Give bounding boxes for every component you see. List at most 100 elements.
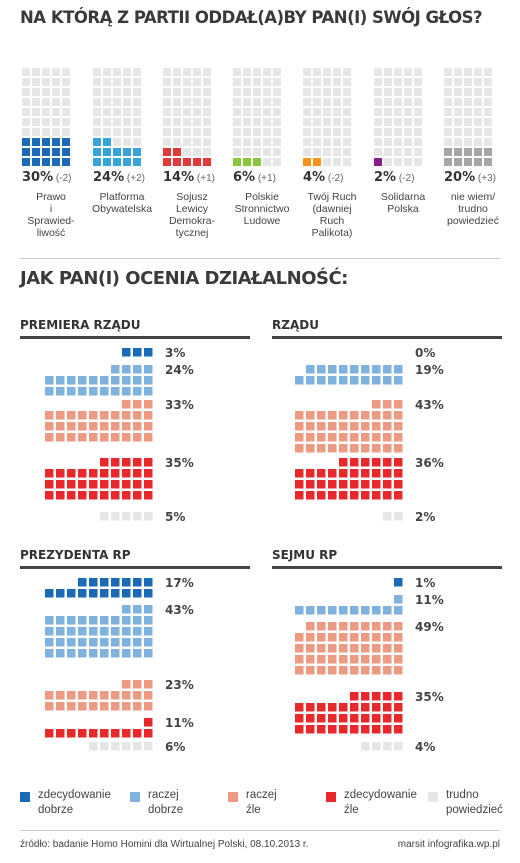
waffle-cell-empty: [22, 128, 30, 136]
waffle-cell-empty: [233, 68, 241, 76]
waffle-cell-empty: [313, 78, 321, 86]
waffle-cell-empty: [32, 128, 40, 136]
waffle-cell-empty: [484, 98, 492, 106]
waffle-cell-empty: [52, 98, 60, 106]
waffle-cell-empty: [484, 68, 492, 76]
party-label-6: 2% (-2) Solidarna Polska: [374, 170, 444, 215]
waffle-cell: [350, 666, 359, 675]
waffle-cell-filled: [52, 158, 60, 166]
waffle-cell-empty: [93, 98, 101, 106]
waffle-cell: [133, 348, 142, 357]
waffle-cell: [45, 729, 54, 738]
waffle-cell-empty: [233, 128, 241, 136]
waffle-cell-empty: [464, 138, 472, 146]
waffle-cell-empty: [474, 68, 482, 76]
waffle-cell-empty: [163, 108, 171, 116]
waffle-cell-empty: [183, 78, 191, 86]
waffle-cell-empty: [333, 88, 341, 96]
waffle-cell: [317, 622, 326, 631]
waffle-cell: [394, 714, 403, 723]
waffle-cell-empty: [313, 138, 321, 146]
waffle-cell: [339, 703, 348, 712]
rating-bar-1: [122, 348, 153, 357]
waffle-cell-empty: [273, 68, 281, 76]
waffle-cell: [100, 433, 109, 442]
waffle-cell: [339, 622, 348, 631]
waffle-cell-empty: [233, 88, 241, 96]
waffle-cell: [306, 376, 315, 385]
waffle-cell-empty: [62, 78, 70, 86]
waffle-cell: [122, 433, 131, 442]
waffle-cell-empty: [343, 158, 351, 166]
legend-swatch: [130, 792, 140, 802]
waffle-cell: [361, 655, 370, 664]
waffle-cell: [328, 714, 337, 723]
waffle-cell: [111, 376, 120, 385]
waffle-cell-empty: [253, 128, 261, 136]
waffle-cell-filled: [173, 148, 181, 156]
party-name: Twój Ruch (dawniej Ruch Palikota): [296, 191, 368, 239]
waffle-cell-empty: [464, 118, 472, 126]
source-note: źródło: badanie Homo Homini dla Wirtualn…: [20, 839, 309, 850]
waffle-cell-empty: [183, 128, 191, 136]
party-name-line: tycznej: [175, 227, 209, 239]
waffle-cell-empty: [414, 128, 422, 136]
party-percent-value: 24%: [93, 170, 125, 185]
waffle-cell: [394, 469, 403, 478]
legend-swatch: [326, 792, 336, 802]
waffle-cell-filled: [203, 158, 211, 166]
waffle-cell-empty: [203, 148, 211, 156]
waffle-cell-empty: [133, 118, 141, 126]
waffle-cell: [339, 606, 348, 615]
waffle-cell-filled: [133, 148, 141, 156]
waffle-cell: [56, 411, 65, 420]
waffle-cell: [56, 433, 65, 442]
waffle-cell: [350, 633, 359, 642]
waffle-cell: [100, 578, 109, 587]
waffle-cell-empty: [103, 98, 111, 106]
party-percent: 14% (+1): [163, 170, 233, 185]
waffle-cell: [67, 411, 76, 420]
waffle-cell-filled: [103, 158, 111, 166]
waffle-cell: [372, 725, 381, 734]
waffle-cell: [372, 376, 381, 385]
legend-item-3: raczej źle: [228, 788, 326, 818]
waffle-cell-empty: [42, 88, 50, 96]
waffle-cell-empty: [323, 68, 331, 76]
waffle-cell: [144, 702, 153, 711]
party-name-line: Prawo: [36, 191, 66, 203]
waffle-cell-empty: [62, 118, 70, 126]
waffle-cell-empty: [303, 108, 311, 116]
waffle-cell: [122, 469, 131, 478]
party-name-line: Sprawied-: [27, 215, 75, 227]
waffle-cell: [144, 387, 153, 396]
waffle-cell-empty: [103, 68, 111, 76]
waffle-cell: [383, 633, 392, 642]
waffle-cell-empty: [203, 78, 211, 86]
waffle-cell: [144, 578, 153, 587]
party-name-line: Stronnictwo: [234, 203, 290, 215]
waffle-cell-empty: [183, 138, 191, 146]
waffle-cell-empty: [123, 108, 131, 116]
waffle-cell: [394, 491, 403, 500]
waffle-cell-empty: [484, 78, 492, 86]
waffle-cell-empty: [404, 78, 412, 86]
waffle-cell: [111, 458, 120, 467]
waffle-cell: [56, 469, 65, 478]
waffle-cell: [67, 480, 76, 489]
waffle-cell-empty: [253, 138, 261, 146]
waffle-cell: [372, 400, 381, 409]
waffle-cell: [144, 742, 153, 751]
waffle-cell: [133, 376, 142, 385]
waffle-cell: [144, 627, 153, 636]
waffle-cell: [394, 480, 403, 489]
waffle-cell: [383, 622, 392, 631]
waffle-cell-filled: [123, 158, 131, 166]
waffle-cell-filled: [444, 158, 452, 166]
waffle-cell-empty: [464, 128, 472, 136]
waffle-cell-empty: [203, 118, 211, 126]
rating-value-label: 0%: [415, 346, 436, 360]
waffle-cell-empty: [384, 118, 392, 126]
waffle-cell-empty: [93, 108, 101, 116]
waffle-cell-empty: [313, 68, 321, 76]
